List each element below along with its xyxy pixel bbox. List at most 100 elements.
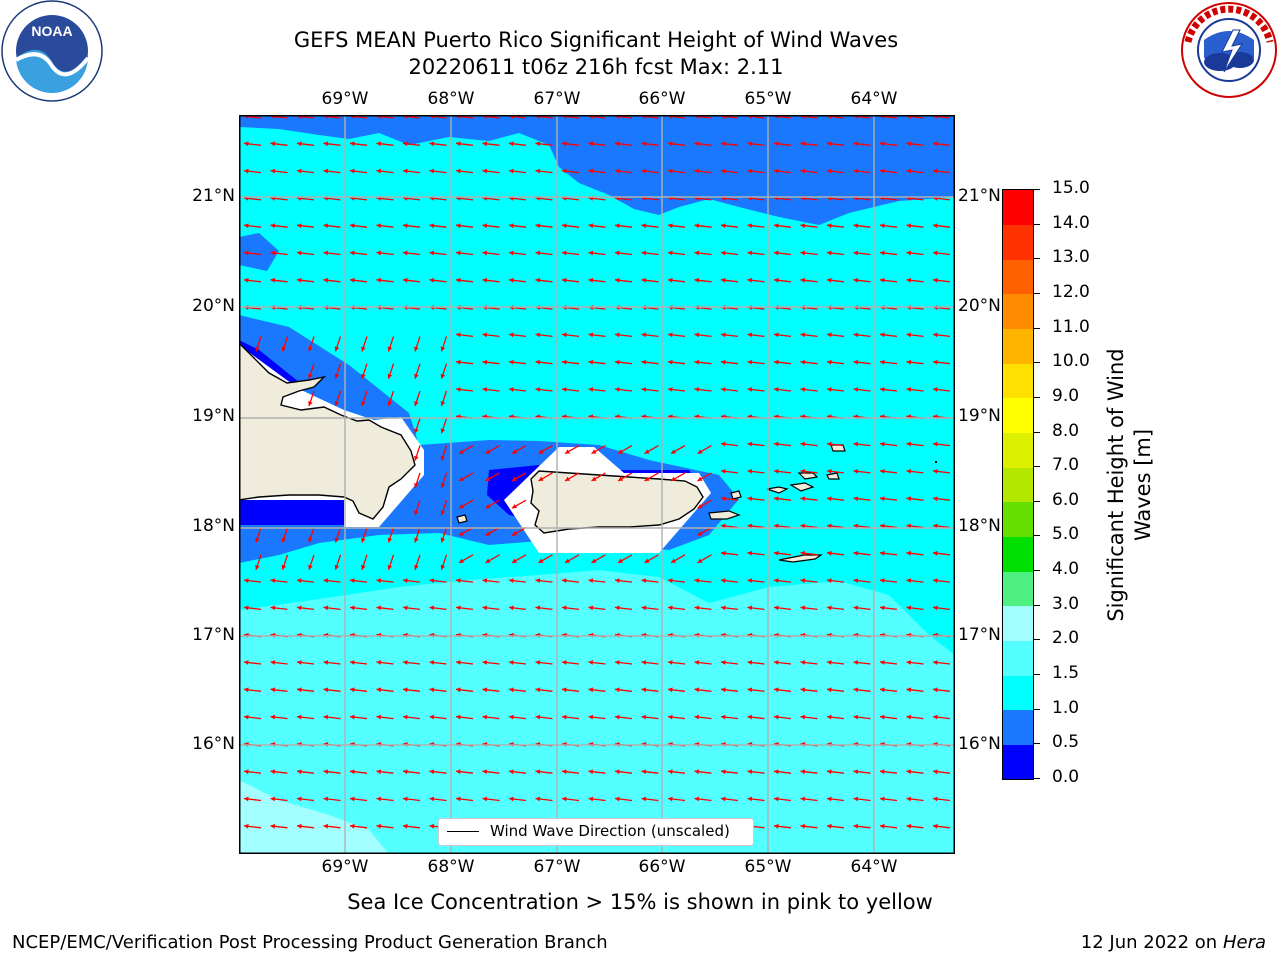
wind-wave-arrowhead [800, 141, 806, 147]
colorbar-tick-label: 2.0 [1052, 628, 1080, 649]
wind-wave-arrowhead [906, 469, 912, 474]
wind-wave-arrowhead [747, 523, 753, 529]
wind-wave-arrowhead [880, 769, 885, 775]
wind-wave-arrowhead [933, 141, 938, 147]
colorbar-tick-label: 5.0 [1052, 524, 1080, 545]
wind-wave-arrowhead [721, 769, 726, 775]
lon-label-67w-bottom: 67°W [533, 857, 581, 877]
wind-wave-arrowhead [350, 605, 355, 611]
colorbar-tick-mark [1034, 258, 1040, 260]
wind-wave-arrowhead [403, 605, 408, 611]
wind-wave-arrowhead [853, 277, 859, 283]
colorbar-tick-mark [1034, 189, 1040, 190]
colorbar-tick-mark [1034, 535, 1040, 537]
wind-wave-arrowhead [509, 387, 514, 392]
wind-wave-arrowhead [906, 687, 912, 693]
wind-wave-arrowhead [615, 277, 620, 283]
wind-wave-arrowhead [387, 537, 393, 543]
wind-wave-arrowhead [774, 223, 779, 229]
wind-wave-arrowhead [880, 714, 885, 720]
wind-wave-arrowhead [615, 687, 620, 693]
wind-wave-arrowhead [509, 223, 514, 229]
wind-wave-arrowhead [376, 168, 382, 174]
wind-wave-arrowhead [618, 449, 623, 454]
wind-wave-arrowhead [512, 503, 517, 509]
wind-wave-arrowhead [827, 496, 832, 502]
wind-wave-arrowhead [853, 550, 859, 556]
noaa-logo: NOAA [0, 0, 104, 104]
colorbar-title-line1: Significant Height of Wind [1104, 348, 1128, 622]
wind-wave-arrowhead [906, 250, 912, 256]
wind-wave-arrowhead [512, 449, 517, 454]
wind-wave-arrowhead [827, 660, 832, 665]
wind-wave-arrowhead [456, 277, 461, 283]
wind-wave-arrowhead [800, 687, 806, 693]
wind-wave-arrowhead [270, 687, 276, 693]
wind-wave-arrowhead [482, 141, 488, 147]
wind-wave-arrowhead [562, 277, 567, 283]
wind-wave-arrowhead [800, 277, 806, 283]
wind-wave-arrowhead [615, 141, 620, 147]
wind-wave-arrowhead [668, 687, 673, 693]
wind-wave-arrowhead [308, 346, 313, 352]
wind-wave-arrowhead [485, 531, 491, 536]
wind-wave-arrowhead [906, 660, 912, 665]
wind-wave-arrowhead [880, 223, 885, 229]
wind-wave-arrowhead [456, 223, 461, 229]
wind-wave-arrowhead [853, 496, 859, 502]
wind-wave-arrowhead [281, 346, 287, 352]
wind-wave-arrowhead [721, 660, 726, 665]
wind-wave-arrowhead [485, 476, 491, 481]
wind-wave-arrowhead [641, 223, 647, 229]
wind-wave-arrowhead [456, 387, 461, 392]
wind-wave-arrowhead [641, 387, 647, 392]
wind-wave-arrowhead [641, 578, 647, 583]
wind-wave-arrowhead [880, 578, 885, 583]
colorbar-segment [1003, 432, 1033, 468]
wind-wave-arrowhead [853, 359, 859, 365]
wind-wave-arrowhead [562, 605, 567, 611]
wind-wave-arrowhead [403, 168, 408, 174]
wind-wave-arrowhead [880, 496, 885, 502]
wind-wave-arrowhead [827, 823, 832, 829]
wind-wave-arrowhead [827, 250, 832, 256]
wind-wave-arrowhead [800, 605, 806, 611]
wind-wave-arrowhead [906, 523, 912, 529]
wind-wave-arrowhead [774, 359, 779, 365]
wind-wave-arrowhead [591, 449, 597, 454]
colorbar-tick-label: 9.0 [1052, 385, 1080, 406]
culebra-island [730, 490, 742, 500]
wind-wave-arrowhead [668, 714, 673, 720]
wind-wave-arrowhead [618, 558, 623, 563]
wind-wave-arrowhead [668, 796, 673, 802]
wind-wave-arrowhead [641, 332, 647, 338]
wind-wave-arrowhead [323, 605, 329, 611]
wind-wave-arrowhead [615, 250, 620, 256]
wind-wave-arrowhead [721, 796, 726, 802]
wind-wave-arrowhead [334, 537, 340, 543]
wind-wave-arrowhead [721, 141, 726, 147]
wind-wave-arrowhead [323, 223, 329, 229]
wind-wave-arrowhead [615, 332, 620, 338]
wind-wave-arrowhead [906, 496, 912, 502]
wind-wave-arrowhead [456, 605, 461, 611]
wind-wave-arrowhead [774, 714, 779, 720]
wind-wave-arrowhead [880, 387, 885, 392]
wind-wave-arrowhead [694, 141, 700, 147]
colorbar-segment [1003, 709, 1033, 745]
colorbar-tick-label: 1.5 [1052, 663, 1080, 684]
colorbar-segment [1003, 640, 1033, 676]
wind-wave-arrowhead [482, 250, 488, 256]
virgin-gorda-island [826, 472, 840, 480]
footer-date: 12 Jun 2022 on Hera [1081, 932, 1266, 953]
colorbar-tick-mark [1034, 674, 1040, 676]
wind-wave-arrowhead [297, 660, 302, 665]
colorbar-segment [1003, 328, 1033, 364]
wind-wave-arrowhead [244, 277, 249, 283]
wind-wave-arrowhead [270, 168, 276, 174]
wind-wave-arrowhead [297, 714, 302, 720]
wind-wave-arrowhead [644, 476, 650, 481]
wind-wave-arrowhead [588, 660, 594, 665]
wind-wave-arrowhead [482, 359, 488, 365]
wind-wave-arrowhead [562, 387, 567, 392]
